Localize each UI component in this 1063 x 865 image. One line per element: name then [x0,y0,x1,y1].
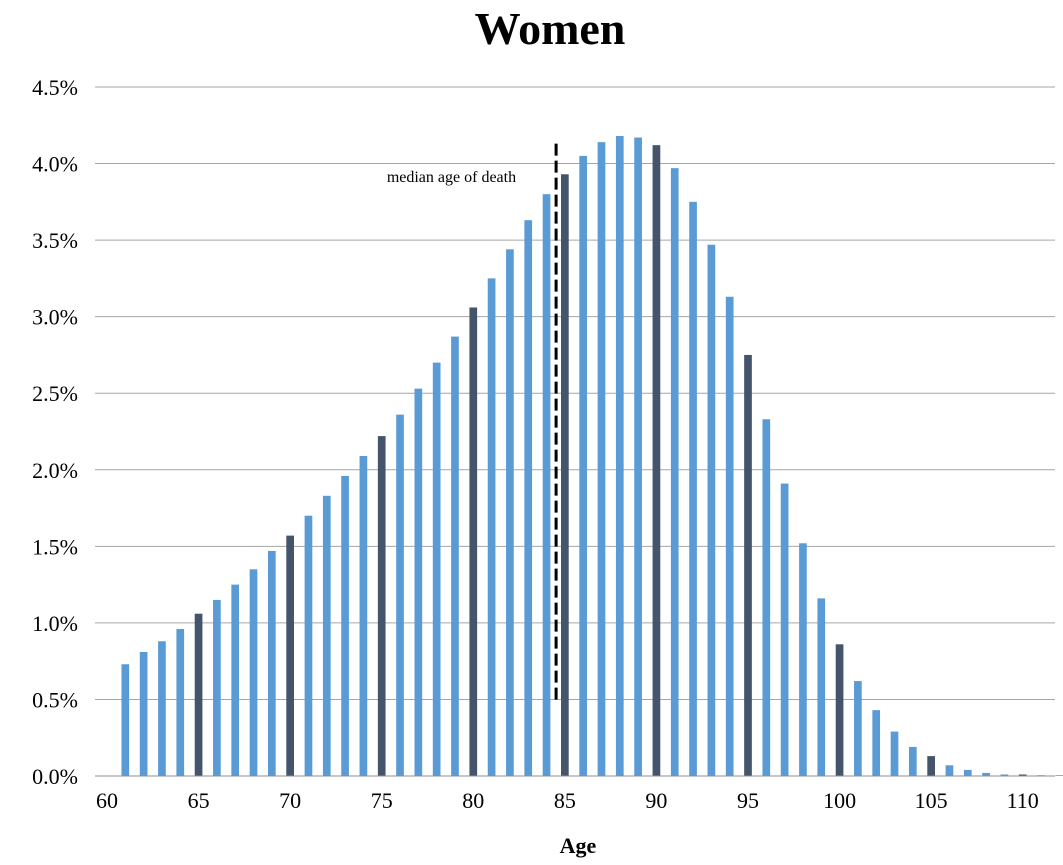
bar [249,569,258,776]
bar [670,168,679,776]
bar [817,598,826,776]
bar [982,772,990,776]
y-tick-label: 2.5% [32,381,78,406]
x-tick-label: 70 [279,788,301,813]
x-tick-label: 75 [371,788,393,813]
bar-highlight [469,307,478,776]
bar [890,731,899,776]
bar-highlight [927,756,935,776]
bar [341,475,349,776]
bar-highlight [194,613,203,776]
y-axis-ticks: 0.0% 0.5% 1.0% 1.5% 2.0% 2.5% 3.0% 3.5% 4.0% 4.5% [32,75,78,789]
x-tick-label: 95 [737,788,759,813]
y-tick-label: 0.5% [32,687,78,712]
bar [139,651,148,776]
bar-highlight [1018,774,1027,776]
median-label: median age of death [387,169,516,186]
y-tick-label: 3.5% [32,228,78,253]
bar-highlight [377,436,386,776]
bar [432,362,441,776]
bar [506,249,514,776]
median-annotation: median age of death [387,143,558,703]
bar [872,710,881,776]
x-tick-label: 105 [915,788,948,813]
y-tick-label: 1.0% [32,611,78,636]
bar [267,550,276,776]
y-tick-label: 2.0% [32,458,78,483]
bar [634,137,642,776]
x-tick-label: 100 [823,788,856,813]
bar [359,455,368,776]
bar [707,244,716,776]
bar [451,336,459,776]
x-tick-label: 85 [554,788,576,813]
chart-title: Women [475,3,626,54]
bar [542,194,551,776]
bar [689,201,697,777]
bar [762,419,771,776]
bar [597,142,606,776]
bar-highlight [652,145,661,776]
bar [854,681,862,776]
bar [780,483,789,776]
y-tick-label: 1.5% [32,534,78,559]
bar [158,641,166,776]
bar [524,220,533,776]
x-tick-label: 60 [96,788,118,813]
bar [725,296,734,776]
bar-highlight [835,644,844,776]
x-tick-label: 90 [645,788,667,813]
x-axis-label: Age [560,833,597,858]
bar [176,629,185,776]
y-tick-label: 0.0% [32,764,78,789]
bar [396,414,404,776]
bar-series [121,135,1063,777]
x-tick-label: 110 [1007,788,1039,813]
bar [579,155,588,776]
bar-highlight [561,174,569,777]
bar [322,495,331,776]
bar [121,664,130,776]
bar [963,769,972,776]
bar [487,278,496,776]
bar [213,599,221,776]
bar-highlight [286,535,294,776]
y-tick-label: 4.0% [32,152,78,177]
y-tick-label: 4.5% [32,75,78,100]
bar [1000,774,1009,776]
bar [414,388,423,776]
y-tick-label: 3.0% [32,305,78,330]
bar [799,543,807,776]
bar [1055,775,1063,776]
bar [908,746,917,776]
bar [304,515,313,776]
bar [615,135,624,777]
x-tick-label: 65 [188,788,210,813]
x-axis-ticks: 60 65 70 75 80 85 90 95 100 105 110 [96,788,1039,813]
bar [945,765,954,776]
bar-highlight [744,354,752,776]
x-tick-label: 80 [462,788,484,813]
bar [231,584,240,776]
